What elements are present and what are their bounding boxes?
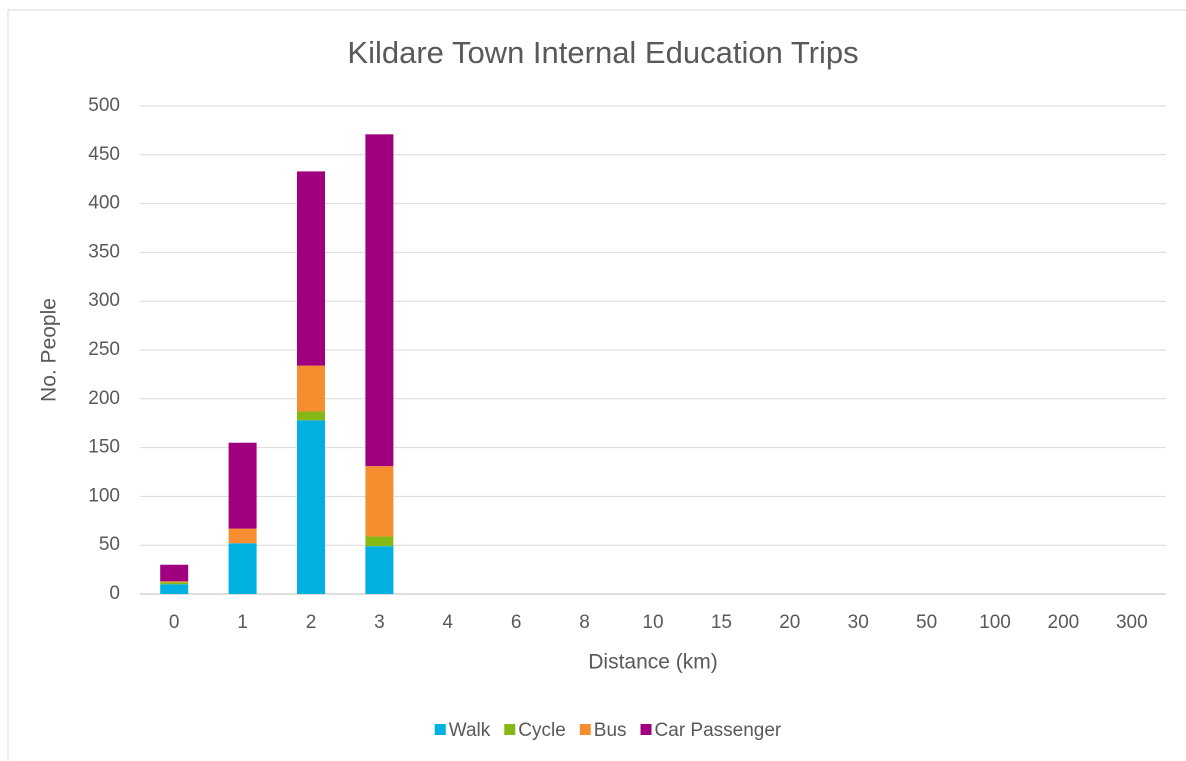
x-tick-label: 200 xyxy=(1048,612,1080,633)
x-tick-label: 4 xyxy=(443,612,454,633)
legend-label: Walk xyxy=(449,720,491,741)
x-tick-label: 15 xyxy=(711,612,732,633)
bar-segment xyxy=(228,442,257,529)
x-tick-label: 3 xyxy=(374,612,385,633)
legend-label: Car Passenger xyxy=(655,720,782,741)
chart-title: Kildare Town Internal Education Trips xyxy=(347,35,858,70)
legend-swatch xyxy=(640,724,652,735)
y-tick-label: 50 xyxy=(99,534,120,555)
y-tick-label: 0 xyxy=(109,583,120,604)
y-tick-label: 450 xyxy=(88,144,120,165)
y-axis-label: No. People xyxy=(38,298,61,402)
y-tick-label: 400 xyxy=(88,193,120,214)
y-tick-label: 350 xyxy=(88,241,120,262)
chart-frame xyxy=(7,9,1186,761)
legend-label: Bus xyxy=(594,720,627,741)
y-tick-label: 100 xyxy=(88,485,120,506)
legend-swatch xyxy=(504,724,516,735)
legend-swatch xyxy=(434,724,446,735)
bar-segment xyxy=(228,543,257,594)
x-tick-label: 2 xyxy=(306,612,317,633)
y-tick-label: 300 xyxy=(88,290,120,311)
y-tick-label: 200 xyxy=(88,388,120,409)
bar-segment xyxy=(365,536,394,547)
x-tick-label: 10 xyxy=(642,612,663,633)
legend-swatch xyxy=(579,724,591,735)
x-tick-label: 30 xyxy=(848,612,869,633)
bar-segment xyxy=(365,134,394,467)
x-tick-label: 20 xyxy=(779,612,800,633)
x-tick-label: 1 xyxy=(237,612,248,633)
bar-segment xyxy=(160,564,189,582)
x-axis-label: Distance (km) xyxy=(588,651,718,674)
bar-segment xyxy=(297,420,325,594)
x-tick-label: 50 xyxy=(916,612,937,633)
bar-segment xyxy=(228,528,257,544)
bar-segment xyxy=(160,581,189,583)
x-tick-label: 100 xyxy=(979,612,1011,633)
y-tick-label: 500 xyxy=(88,95,120,116)
bar-segment xyxy=(365,546,394,594)
x-tick-label: 300 xyxy=(1116,612,1148,633)
bar-segment xyxy=(297,171,325,366)
bar-segment xyxy=(160,584,189,594)
y-tick-label: 250 xyxy=(88,339,120,360)
y-tick-label: 150 xyxy=(88,437,120,458)
bar-segment xyxy=(297,365,325,412)
x-tick-label: 0 xyxy=(169,612,180,633)
x-tick-label: 6 xyxy=(511,612,522,633)
legend-label: Cycle xyxy=(518,720,566,741)
bar-segment xyxy=(365,466,394,537)
bar-segment xyxy=(160,582,189,585)
x-tick-label: 8 xyxy=(579,612,590,633)
bar-segment xyxy=(297,411,325,421)
